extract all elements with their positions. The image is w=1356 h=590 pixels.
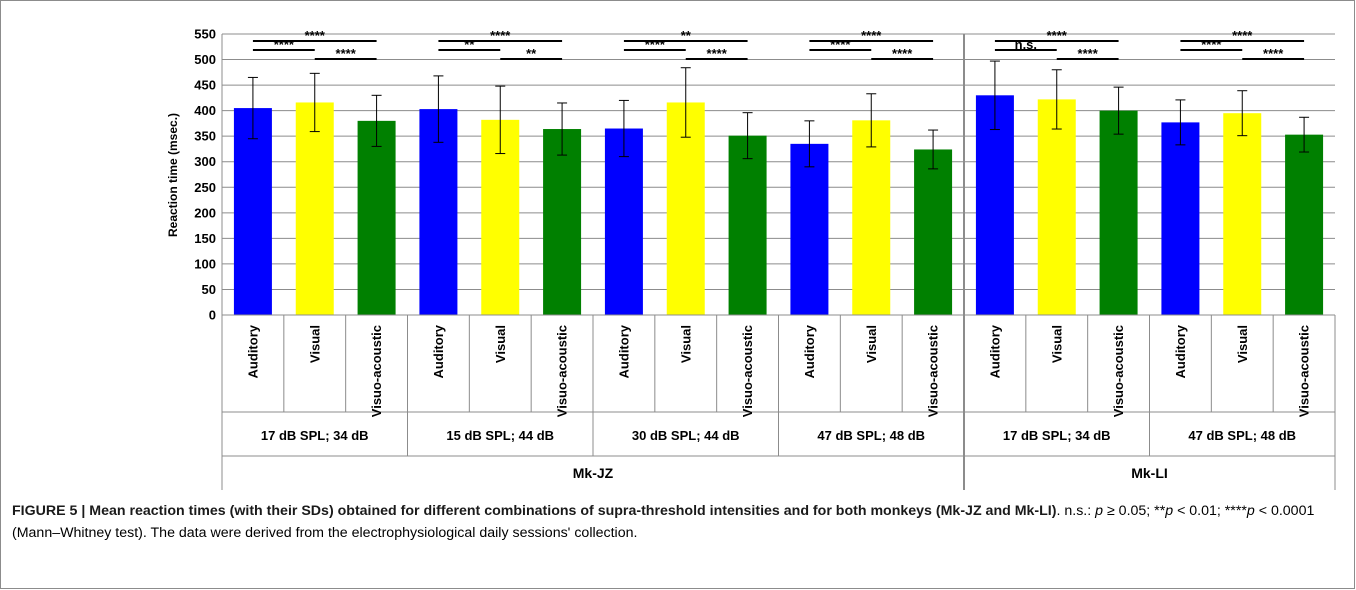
y-tick-label: 550 <box>194 27 216 42</box>
category-label: Visual <box>1235 325 1250 363</box>
y-tick-label: 200 <box>194 205 216 220</box>
bar-visuo-acoustic <box>543 129 582 315</box>
bar-visuo-acoustic <box>728 135 767 315</box>
category-label: Visuo-acoustic <box>740 325 755 417</box>
figure-caption: FIGURE 5 | Mean reaction times (with the… <box>12 500 1342 544</box>
caption-p1: p <box>1095 503 1104 519</box>
caption-p3: p <box>1246 503 1255 519</box>
bar-visual <box>666 102 705 315</box>
bar-visual <box>295 102 334 315</box>
caption-t3: < 0.0001 (Mann–Whitney test). The data w… <box>12 503 1315 541</box>
axes: 0 50 100 150 200 250 300 350 400 450 500 550 Auditor… <box>194 27 1336 490</box>
reaction-time-bar-chart: 0 50 100 150 200 250 300 350 400 450 500 550 Auditor… <box>166 27 1336 490</box>
caption-t1: ≥ 0.05; ** <box>1103 503 1166 519</box>
sig-label-visual-visuoacoustic: **** <box>336 46 357 61</box>
y-tick-label: 500 <box>194 52 216 67</box>
bar-auditory <box>604 128 643 315</box>
sig-label-auditory-visuoacoustic: ** <box>681 28 692 43</box>
group-label: 17 dB SPL; 34 dB <box>1003 428 1111 443</box>
category-label: Auditory <box>1173 324 1188 378</box>
y-tick-label: 150 <box>194 231 216 246</box>
monkey-label: Mk-LI <box>1131 465 1168 481</box>
monkey-label: Mk-JZ <box>573 465 614 481</box>
category-label: Visuo-acoustic <box>1111 325 1126 417</box>
bar-auditory <box>1161 122 1200 316</box>
y-tick-label: 100 <box>194 256 216 271</box>
sig-label-auditory-visual: **** <box>645 37 666 52</box>
sig-label-auditory-visual: n.s. <box>1015 37 1037 52</box>
y-tick-label: 0 <box>209 308 216 323</box>
sig-label-visual-visuoacoustic: ** <box>526 46 537 61</box>
sig-label-auditory-visuoacoustic: **** <box>305 28 326 43</box>
category-label: Auditory <box>802 324 817 378</box>
sig-label-auditory-visuoacoustic: **** <box>490 28 511 43</box>
caption-title: FIGURE 5 | Mean reaction times (with the… <box>12 503 1057 519</box>
group-label: 47 dB SPL; 48 dB <box>817 428 925 443</box>
bar-visual <box>1037 99 1076 315</box>
sig-label-auditory-visuoacoustic: **** <box>1232 28 1253 43</box>
category-label: Auditory <box>616 324 631 378</box>
caption-stats-ns: . n.s.: <box>1056 503 1096 519</box>
sig-label-visual-visuoacoustic: **** <box>892 46 913 61</box>
group-label: 30 dB SPL; 44 dB <box>632 428 740 443</box>
category-label: Visual <box>864 325 879 363</box>
significance-annotations: ****************************************… <box>252 28 1305 61</box>
y-tick-label: 350 <box>194 129 216 144</box>
y-tick-label: 450 <box>194 78 216 93</box>
bar-visual <box>1223 113 1262 315</box>
bar-visuo-acoustic <box>1099 110 1138 316</box>
bar-auditory <box>233 108 272 315</box>
y-tick-label: 400 <box>194 103 216 118</box>
category-label: Visual <box>1049 325 1064 363</box>
y-tick-label: 300 <box>194 154 216 169</box>
grid-lines <box>222 33 1335 290</box>
error-bars <box>247 60 1310 170</box>
sig-label-auditory-visual: **** <box>1201 37 1222 52</box>
category-label: Auditory <box>431 324 446 378</box>
sig-label-auditory-visuoacoustic: **** <box>861 28 882 43</box>
category-label: Auditory <box>245 324 260 378</box>
sig-label-visual-visuoacoustic: **** <box>1078 46 1099 61</box>
category-label: Visuo-acoustic <box>1297 325 1312 417</box>
sig-label-auditory-visual: **** <box>830 37 851 52</box>
category-label: Visuo-acoustic <box>555 325 570 417</box>
category-label: Visuo-acoustic <box>926 325 941 417</box>
sig-label-auditory-visuoacoustic: **** <box>1047 28 1068 43</box>
category-label: Visual <box>678 325 693 363</box>
bar-visuo-acoustic <box>357 120 396 315</box>
y-tick-label: 50 <box>202 282 216 297</box>
caption-p2: p <box>1165 503 1174 519</box>
category-label: Visuo-acoustic <box>369 325 384 417</box>
bar-visuo-acoustic <box>914 149 953 315</box>
category-label: Auditory <box>987 324 1002 378</box>
group-label: 17 dB SPL; 34 dB <box>261 428 369 443</box>
y-axis-label: Reaction time (msec.) <box>166 113 180 237</box>
category-label: Visual <box>307 325 322 363</box>
sig-label-visual-visuoacoustic: **** <box>1263 46 1284 61</box>
group-label: 47 dB SPL; 48 dB <box>1188 428 1296 443</box>
sig-label-visual-visuoacoustic: **** <box>707 46 728 61</box>
bars <box>233 95 1324 316</box>
sig-label-auditory-visual: ** <box>464 37 475 52</box>
y-tick-label: 250 <box>194 180 216 195</box>
category-label: Visual <box>493 325 508 363</box>
bar-visuo-acoustic <box>1285 134 1324 315</box>
bar-auditory <box>790 143 829 315</box>
group-label: 15 dB SPL; 44 dB <box>446 428 554 443</box>
bar-auditory <box>419 109 458 315</box>
caption-t2: < 0.01; **** <box>1173 503 1247 519</box>
bar-auditory <box>975 95 1014 316</box>
sig-label-auditory-visual: **** <box>274 37 295 52</box>
bar-visual <box>852 120 891 316</box>
